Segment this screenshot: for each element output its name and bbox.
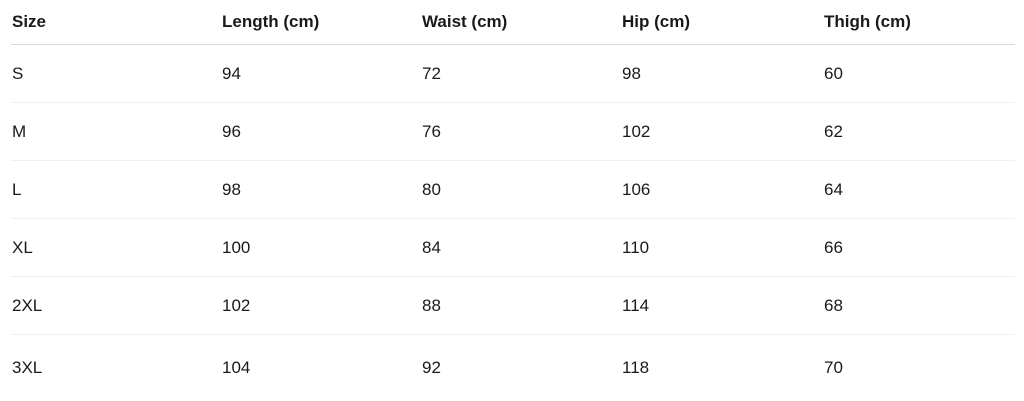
table-header-row: Size Length (cm) Waist (cm) Hip (cm) Thi… [11,0,1015,45]
cell-length: 102 [221,276,421,335]
table-row: XL 100 84 110 66 [11,218,1015,277]
cell-waist: 92 [422,358,441,377]
cell-thigh: 64 [823,160,1015,219]
cell-thigh: 62 [823,102,1015,161]
cell-waist: 84 [421,218,621,277]
cell-size: 2XL [11,276,221,335]
cell-waist: 76 [421,102,621,161]
cell-size: L [11,160,221,219]
column-header-waist: Waist (cm) [421,0,621,45]
cell-hip: 114 [621,276,823,335]
table-row: 2XL 102 88 114 68 [11,276,1015,335]
cell-length: 94 [221,44,421,103]
table-row: S 94 72 98 60 [11,44,1015,103]
cell-size: S [11,44,221,103]
table-row: 3XL 104 92 118 70 [11,335,1015,401]
cell-hip: 98 [621,44,823,103]
cell-length: 104 [222,358,251,377]
cell-hip: 106 [621,160,823,219]
cell-thigh: 66 [823,218,1015,277]
cell-size: M [11,102,221,161]
table-row: M 96 76 102 62 [11,102,1015,161]
column-header-thigh: Thigh (cm) [823,0,1015,45]
table-row: L 98 80 106 64 [11,160,1015,219]
cell-waist: 88 [421,276,621,335]
cell-hip: 102 [621,102,823,161]
cell-thigh: 70 [824,358,843,377]
cell-thigh: 68 [823,276,1015,335]
column-header-hip: Hip (cm) [621,0,823,45]
column-header-length: Length (cm) [221,0,421,45]
cell-length: 96 [221,102,421,161]
size-chart-table: Size Length (cm) Waist (cm) Hip (cm) Thi… [11,0,1015,401]
cell-hip: 110 [621,218,823,277]
cell-size: XL [11,218,221,277]
cell-length: 98 [221,160,421,219]
column-header-size: Size [11,0,221,45]
cell-thigh: 60 [823,44,1015,103]
cell-waist: 72 [421,44,621,103]
cell-size: 3XL [12,358,43,377]
cell-waist: 80 [421,160,621,219]
cell-length: 100 [221,218,421,277]
cell-hip: 118 [622,358,650,377]
